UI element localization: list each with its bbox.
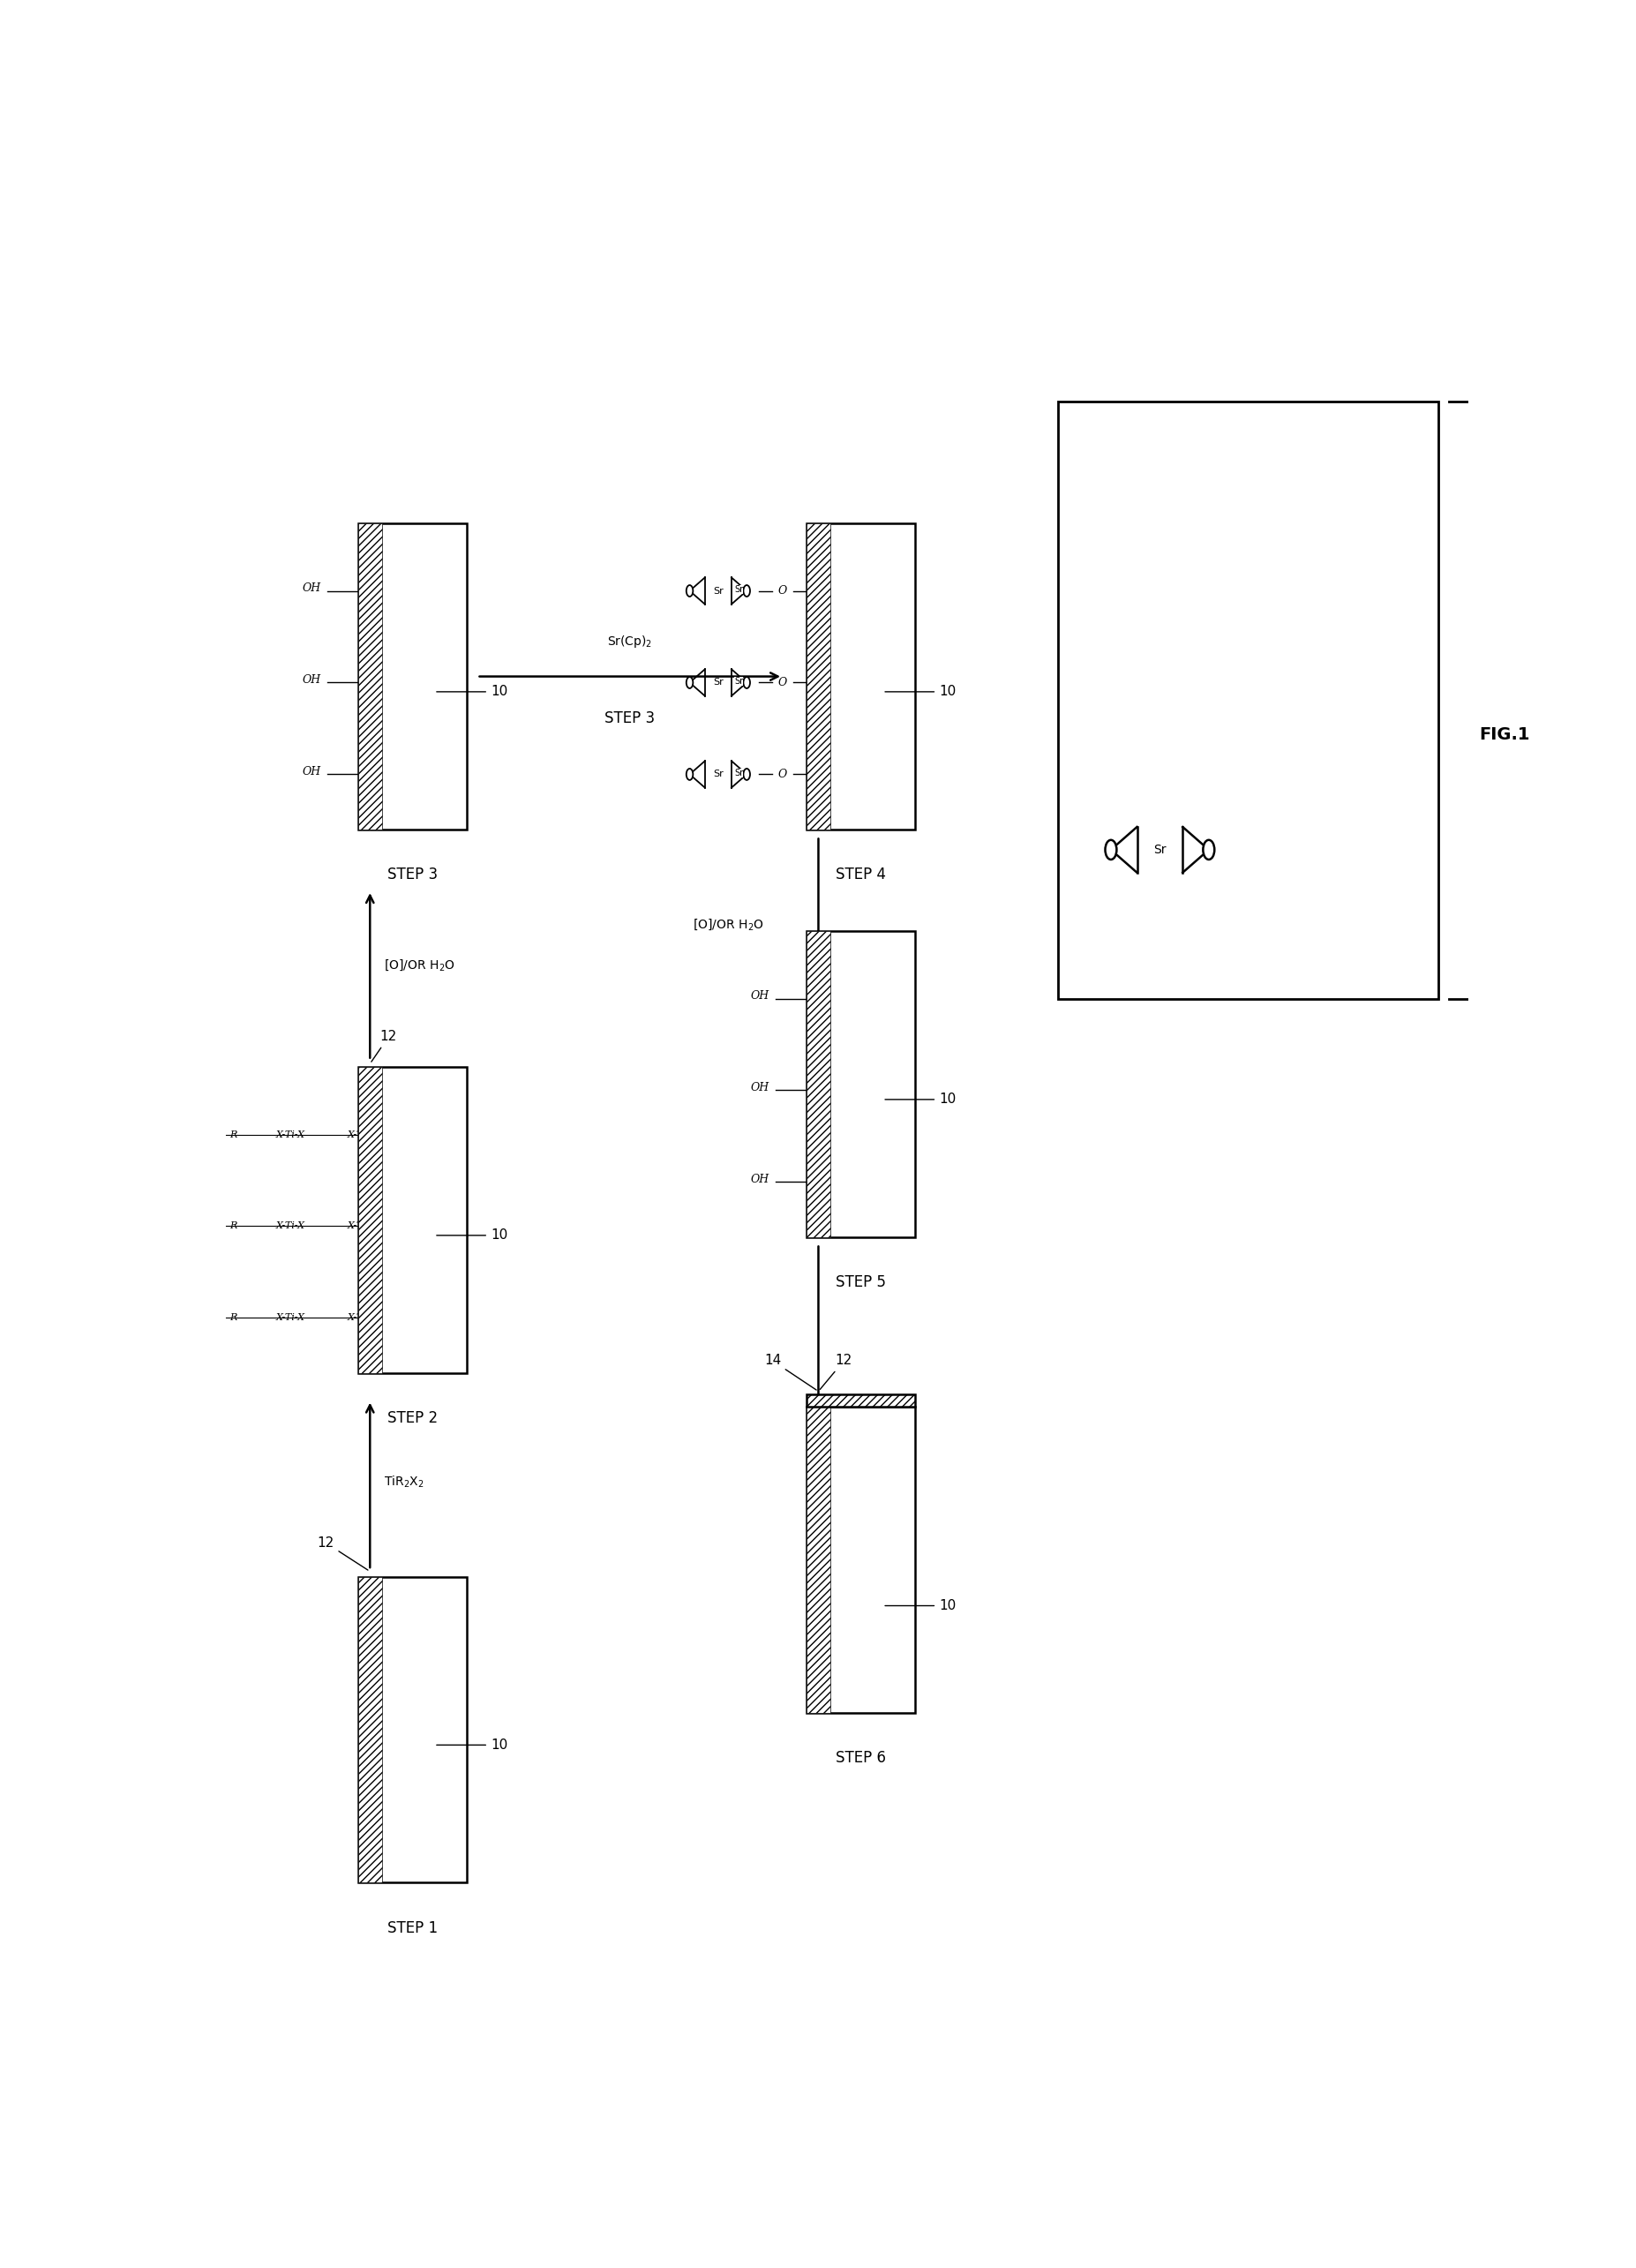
Ellipse shape [687,585,694,596]
Text: Sr: Sr [735,676,743,685]
Bar [358,1068,466,1372]
Text: 10: 10 [437,1737,507,1751]
Text: Sr: Sr [735,585,743,594]
Bar [807,932,831,1236]
Bar [358,524,381,830]
Text: 10: 10 [437,685,507,699]
Text: R: R [229,1129,237,1139]
Text: R: R [229,1222,237,1232]
Text: X-Ti-X: X-Ti-X [276,1313,304,1322]
Ellipse shape [1202,839,1214,860]
Text: Sr: Sr [713,678,723,687]
Text: R: R [229,1313,237,1322]
Text: FIG.1: FIG.1 [1479,726,1530,742]
Text: 12: 12 [820,1354,852,1390]
Text: $\mathrm{TiR_2X_2:X_2Ti(Cp)_2}$ OR $\mathrm{Ti(OR)_4}$': $\mathrm{TiR_2X_2:X_2Ti(Cp)_2}$ OR $\mat… [1261,476,1433,490]
Text: STEP 3: STEP 3 [388,866,438,882]
Text: $\mathrm{[O]/OR\ H_2O}$: $\mathrm{[O]/OR\ H_2O}$ [383,957,455,973]
Text: OH: OH [751,1173,769,1186]
Bar [807,524,831,830]
Ellipse shape [687,769,694,780]
Text: OH: OH [751,1082,769,1093]
Bar [1058,401,1438,1000]
Text: Sr: Sr [713,769,723,778]
Text: STEP 6: STEP 6 [836,1751,887,1767]
Text: 10: 10 [885,1599,955,1613]
Text: $\mathrm{Sr(Cp)_2}$: $\mathrm{Sr(Cp)_2}$ [607,633,653,649]
Text: 12: 12 [317,1535,368,1569]
Text: X-Ti-X: X-Ti-X [347,1222,376,1232]
Text: $\mathrm{TiR_2X_2}$: $\mathrm{TiR_2X_2}$ [383,1474,424,1490]
Text: Sr: Sr [1153,844,1166,855]
Text: $\mathrm{[O]/OR\ H_2O}$: $\mathrm{[O]/OR\ H_2O}$ [692,916,764,932]
Ellipse shape [743,585,749,596]
Bar [807,1406,831,1712]
Bar [358,1576,466,1882]
Bar [358,524,466,830]
Text: O: O [779,769,787,780]
Text: O: O [779,676,787,687]
Ellipse shape [743,769,749,780]
Text: Sr: Sr [735,769,743,778]
Text: $\mathrm{diketonate)_2(OR)_2}$: $\mathrm{diketonate)_2(OR)_2}$ [1261,619,1368,633]
Text: STEP 2: STEP 2 [388,1411,438,1427]
Text: X-Ti-X: X-Ti-X [276,1129,304,1139]
Bar [807,1406,915,1712]
Text: STEP 4: STEP 4 [836,866,887,882]
Ellipse shape [1106,839,1117,860]
Bar [807,932,915,1236]
Text: STEP 5: STEP 5 [836,1275,887,1290]
Ellipse shape [743,676,749,687]
Bar [358,1576,381,1882]
Text: STEP 1: STEP 1 [388,1921,438,1937]
Text: STEP 3: STEP 3 [605,710,654,726]
Text: OH: OH [751,991,769,1002]
Text: OH: OH [303,674,321,685]
Text: Sr: Sr [713,587,723,594]
Text: 12: 12 [371,1030,398,1061]
Text: OR $\mathrm{Ti(beta-}$: OR $\mathrm{Ti(beta-}$ [1261,551,1337,565]
Text: X-Ti-X: X-Ti-X [276,1222,304,1232]
Bar [807,524,915,830]
Text: X-Ti-X: X-Ti-X [347,1313,376,1322]
Text: $\mathrm{Sr(Cp)_2}$: $\mathrm{Sr(Cp)_2}$ [1135,909,1184,925]
Ellipse shape [687,676,694,687]
Text: 10: 10 [885,685,955,699]
Text: 10: 10 [437,1229,507,1243]
Text: X-Ti-X: X-Ti-X [347,1129,376,1139]
Text: OH: OH [303,583,321,594]
Text: 10: 10 [885,1093,955,1107]
Text: 14: 14 [764,1354,816,1390]
Bar [807,1395,915,1406]
Bar [358,1068,381,1372]
Text: O: O [779,585,787,596]
Text: OH: OH [303,767,321,778]
